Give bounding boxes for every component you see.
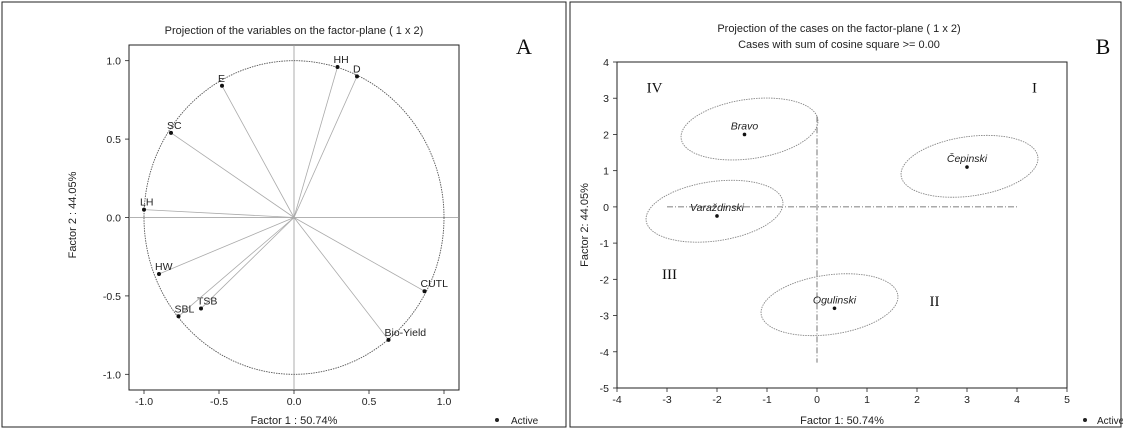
panel-a-legend-label: Active (511, 416, 539, 427)
panel-b-y-tick-label: 2 (603, 129, 609, 141)
panel-a-x-tick-label: -0.5 (210, 396, 228, 408)
panel-a-vector (158, 217, 295, 275)
panel-a-point (199, 306, 203, 311)
panel-a-vector (178, 217, 295, 317)
panel-b-point (965, 165, 969, 169)
panel-b-x-tick-label: -4 (612, 394, 621, 406)
panel-a-point-label: D (353, 63, 361, 75)
panel-a-point (176, 314, 181, 319)
panel-b-point-label: Čepinski (947, 152, 988, 165)
panel-a-point-label: SC (167, 120, 182, 132)
panel-a-vector (143, 209, 295, 218)
panel-b-point (715, 214, 719, 218)
panel-a-point-label: HH (334, 54, 349, 66)
panel-b-point-label: Bravo (731, 120, 759, 132)
panel-a-legend-marker (495, 418, 499, 422)
panel-b-x-tick-label: 4 (1014, 394, 1020, 406)
panel-a-vector (170, 132, 295, 218)
panel-b: Projection of the cases on the factor-pl… (569, 1, 1123, 428)
panel-a-vector (293, 76, 358, 218)
panel-b-plot-frame (616, 61, 1068, 389)
panel-b-x-tick-label: 3 (964, 394, 970, 406)
panel-a-point (386, 337, 391, 342)
panel-a-point (335, 64, 340, 69)
panel-a-point (355, 74, 359, 79)
panel-b-legend-label: Active (1097, 416, 1123, 427)
panel-a-x-tick-label: -1.0 (135, 396, 153, 408)
panel-a-y-tick-label: -0.5 (103, 291, 121, 303)
panel-a-border (1, 1, 567, 428)
panel-b-x-tick-label: 0 (814, 394, 820, 406)
panel-a-vector (293, 217, 425, 292)
panel-b-y-tick-label: 0 (603, 202, 609, 214)
panel-a-y-tick-label: -1.0 (103, 369, 121, 381)
panel-b-y-tick-label: -4 (600, 347, 609, 359)
panel-b-quadrant-label: III (662, 267, 677, 283)
panel-b-y-tick-label: -3 (600, 311, 609, 323)
panel-b-point-label: Ogulinski (813, 294, 857, 306)
panel-b-x-tick-label: 2 (914, 394, 920, 406)
panel-b-y-tick-label: -1 (600, 238, 609, 250)
panel-a-point-label: CUTL (421, 278, 449, 290)
panel-b-cluster-ellipse (680, 97, 819, 161)
panel-a-x-tick-label: 0.5 (362, 396, 377, 408)
panel-a-xlabel: Factor 1 : 50.74% (251, 415, 338, 427)
panel-b-y-tick-label: 4 (603, 57, 609, 69)
panel-a-point-label: Bio-Yield (385, 327, 427, 339)
panel-a-marks: -1.0 -0.5 0.0 0.5 1.0 1.0 0.5 0.0 -0.5 -1.0 HH D E SC… (103, 45, 459, 408)
panel-a-point (142, 207, 146, 212)
panel-a-label: A (516, 34, 532, 59)
panel-b-y-tick-label: -2 (600, 274, 609, 286)
panel-a-vector (221, 85, 295, 218)
panel-a: Projection of the variables on the facto… (1, 1, 567, 428)
panel-a-x-tick-label: 0.0 (287, 396, 302, 408)
panel-a-point (169, 130, 173, 135)
panel-a-title: Projection of the variables on the facto… (165, 25, 424, 37)
panel-b-border (569, 1, 1122, 428)
panel-a-vector (293, 66, 338, 218)
panel-b-ylabel: Factor 2: 44.05% (579, 183, 591, 267)
panel-a-y-tick-label: 1.0 (106, 56, 121, 68)
panel-b-legend-marker (1083, 418, 1087, 422)
panel-b-quadrant-label: I (1032, 80, 1037, 96)
panel-b-label: B (1096, 34, 1111, 59)
panel-a-point (220, 83, 224, 88)
panel-b-x-tick-label: 1 (864, 394, 870, 406)
panel-a-vector (293, 217, 389, 341)
panel-a-vector (200, 217, 295, 309)
panel-b-x-tick-label: 5 (1064, 394, 1070, 406)
panel-b-subtitle: Cases with sum of cosine square >= 0.00 (738, 39, 940, 51)
panel-b-quadrant-label: IV (647, 80, 663, 96)
panel-b-title: Projection of the cases on the factor-pl… (717, 23, 960, 35)
panel-a-point (422, 289, 427, 294)
panel-b-x-tick-label: -3 (662, 394, 671, 406)
panel-b-point (742, 132, 747, 137)
panel-b-point (832, 306, 837, 311)
panel-b-marks: -4 -3 -2 -1 0 1 2 3 4 543210-1-2-3-4-5IIIIIIIVBra… (600, 57, 1070, 406)
panel-a-point (157, 271, 161, 276)
panel-b-point-label: Varaždinski (690, 202, 745, 214)
panel-a-point-label: E (218, 73, 225, 85)
panel-b-cluster-ellipse (900, 134, 1039, 198)
panel-b-y-tick-label: 1 (603, 166, 609, 178)
panel-b-y-tick-label: -5 (600, 383, 609, 395)
panel-a-point-label: HW (155, 261, 173, 273)
panel-a-y-tick-label: 0.5 (106, 134, 121, 146)
panel-a-point-label: LH (140, 197, 153, 209)
panel-b-xlabel: Factor 1: 50.74% (800, 415, 884, 427)
panel-a-ylabel: Factor 2 : 44.05% (67, 171, 79, 258)
panel-b-cluster-ellipse (760, 273, 899, 337)
panel-b-x-tick-label: -1 (762, 394, 771, 406)
panel-b-quadrant-label: II (930, 294, 940, 310)
panel-a-point-label: SBL (175, 303, 195, 315)
panel-b-x-tick-label: -2 (712, 394, 721, 406)
panel-a-point-label: TSB (197, 295, 217, 307)
panel-a-unit-circle (143, 60, 445, 375)
panel-a-x-tick-label: 1.0 (437, 396, 452, 408)
panel-a-y-tick-label: 0.0 (106, 213, 121, 225)
panel-b-y-tick-label: 3 (603, 93, 609, 105)
